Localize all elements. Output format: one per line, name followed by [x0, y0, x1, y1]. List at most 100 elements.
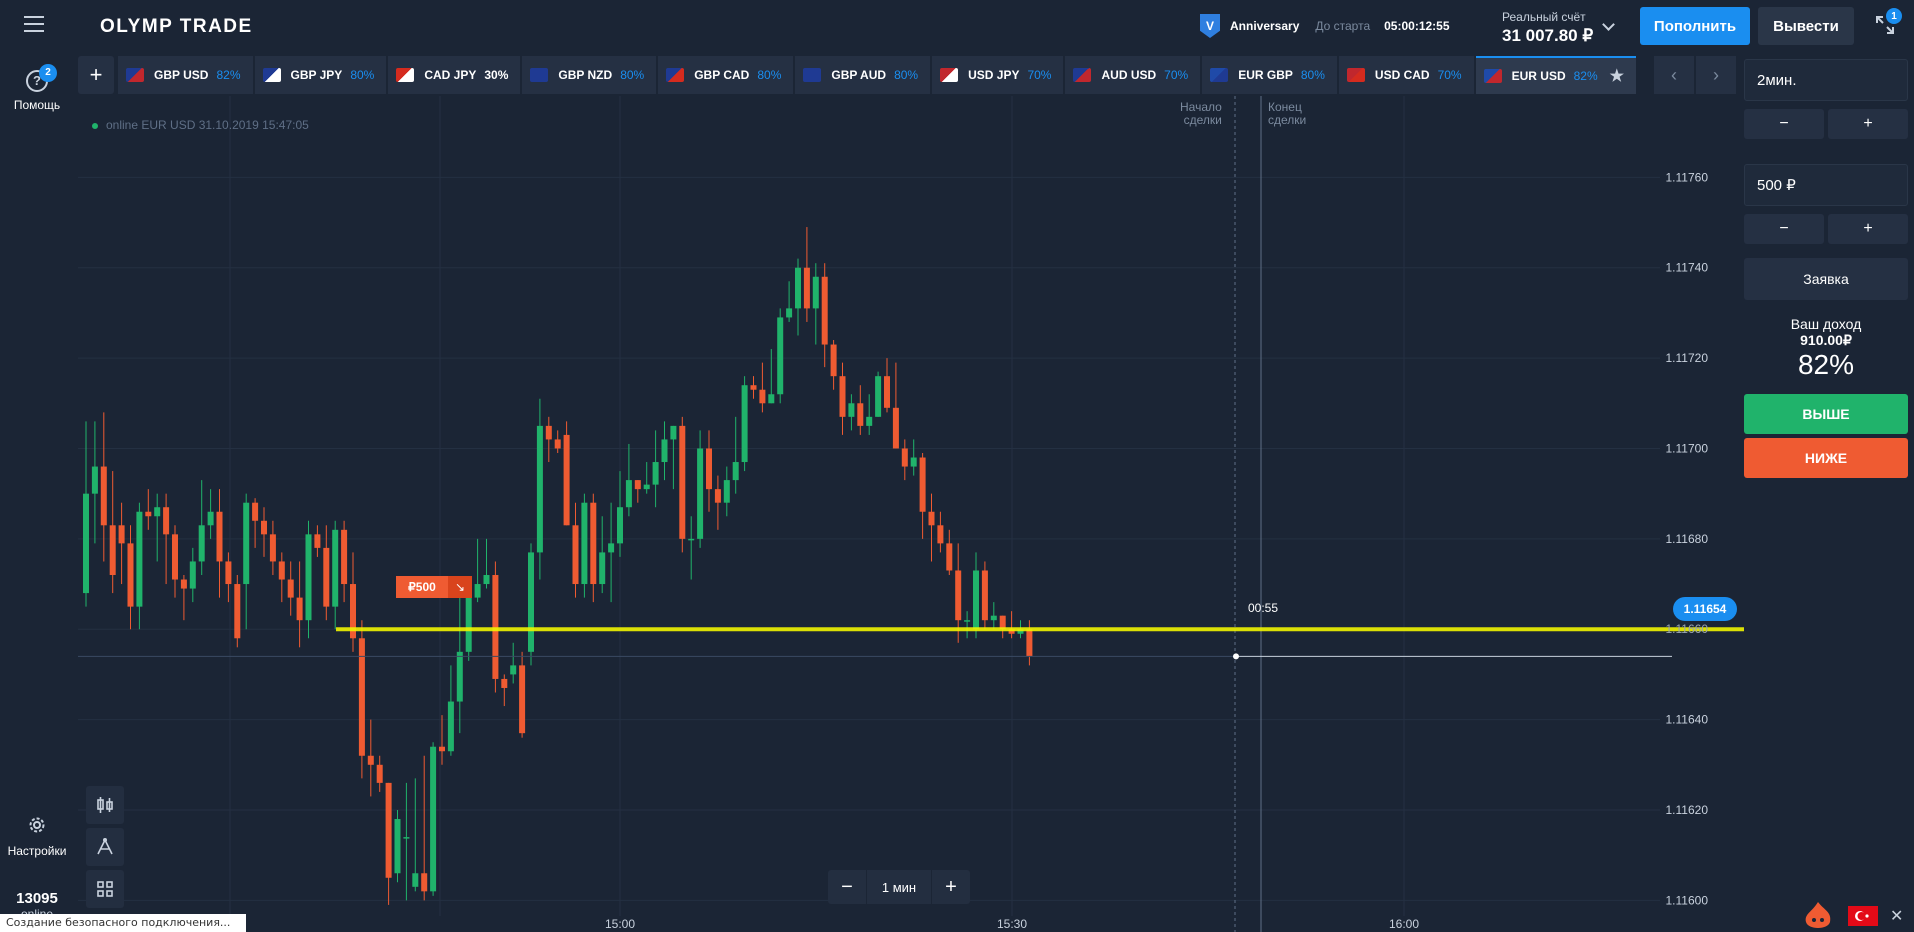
candle [421, 873, 428, 892]
pending-order-button[interactable]: Заявка [1744, 258, 1908, 300]
deal-end-line2: сделки [1268, 113, 1307, 127]
promo-until-label: До старта [1315, 19, 1371, 33]
expand-icon[interactable] [1874, 14, 1896, 36]
settings-button[interactable]: Настройки [2, 815, 72, 858]
currency-flag-icon [1346, 68, 1365, 82]
promo-timer: 05:00:12:55 [1384, 19, 1450, 33]
candle [697, 448, 704, 539]
candle [287, 579, 294, 598]
withdraw-button[interactable]: Вывести [1758, 7, 1854, 45]
candle [661, 439, 668, 463]
close-icon[interactable]: ✕ [1890, 908, 1904, 925]
candle [492, 575, 499, 679]
tab-gbp-usd[interactable]: GBP USD 82% [118, 56, 253, 94]
tab-cad-jpy[interactable]: CAD JPY 30% [388, 56, 521, 94]
currency-flag-icon [530, 68, 549, 82]
tab-gbp-cad[interactable]: GBP CAD 80% [658, 56, 794, 94]
candle [981, 570, 988, 621]
candle [109, 525, 116, 576]
income-label: Ваш доход [1790, 316, 1862, 332]
help-button[interactable]: ? 2 Помощь [8, 64, 66, 112]
indicators-grid-icon[interactable] [86, 870, 124, 908]
deal-end-label: Конец сделки [1268, 101, 1306, 127]
income-amount: 910.00₽ [1800, 332, 1852, 348]
menu-icon[interactable] [24, 16, 44, 32]
amount-plus-button[interactable]: + [1828, 214, 1908, 244]
account-balance: 31 007.80 ₽ [1502, 26, 1594, 45]
candle [278, 561, 285, 580]
tab-gbp-jpy[interactable]: GBP JPY 80% [254, 56, 387, 94]
currency-flag-icon [1073, 68, 1092, 82]
top-bar: OLYMP TRADE V Anniversary До старта 05:0… [0, 0, 1914, 52]
candle [118, 525, 125, 544]
duration-plus-button[interactable]: + [1828, 109, 1908, 139]
tab-usd-jpy[interactable]: USD JPY 70% [932, 56, 1064, 94]
candle [545, 425, 552, 440]
candle [634, 480, 641, 490]
higher-button[interactable]: ВЫШЕ [1744, 394, 1908, 434]
tabs-next-icon[interactable]: › [1696, 56, 1736, 94]
candles-icon[interactable] [86, 786, 124, 824]
candle [207, 511, 214, 526]
tab-eur-usd[interactable]: EUR USD 82% ★ [1475, 56, 1636, 94]
x-tick-label: 15:30 [997, 917, 1027, 931]
amount-minus-button[interactable]: − [1744, 214, 1824, 244]
promo-name: Anniversary [1230, 19, 1300, 33]
duration-field[interactable]: 2мин. [1744, 59, 1908, 101]
tab-payout: 82% [1573, 69, 1598, 83]
candle [243, 502, 250, 585]
tab-payout: 82% [216, 68, 241, 82]
browser-status-bar: Создание безопасного подключения... [0, 914, 246, 932]
tab-eur-gbp[interactable]: EUR GBP 80% [1202, 56, 1337, 94]
lower-button[interactable]: НИЖЕ [1744, 438, 1908, 478]
candle [323, 547, 330, 607]
price-chart[interactable]: 1.11760 1.11740 1.11720 1.11700 1.11680 1.116… [0, 96, 1744, 932]
current-price-tag: 1.11654 [1673, 597, 1737, 621]
candle [536, 425, 543, 553]
drawing-tools-icon[interactable] [86, 828, 124, 866]
candle [412, 873, 419, 887]
logo: OLYMP TRADE [100, 16, 253, 37]
candle [225, 561, 232, 585]
tab-pair: EUR USD [1511, 69, 1566, 83]
tab-gbp-aud[interactable]: GBP AUD 80% [795, 56, 931, 94]
y-tick-label: 1.11720 [1666, 351, 1709, 365]
candle [269, 534, 276, 562]
candle [723, 480, 730, 503]
promo[interactable]: V Anniversary До старта 05:00:12:55 [1200, 12, 1450, 40]
favorite-star-icon[interactable]: ★ [1609, 68, 1624, 85]
order-amount: ₽500 [396, 576, 448, 598]
candle [768, 394, 775, 404]
current-price-dot [1233, 653, 1239, 660]
deposit-button[interactable]: Пополнить [1640, 7, 1750, 45]
promo-badge-icon: V [1200, 14, 1220, 38]
currency-flag-icon [262, 68, 281, 82]
tab-usd-cad[interactable]: USD CAD 70% [1338, 56, 1474, 94]
candle [848, 403, 855, 417]
x-tick-label: 16:00 [1389, 917, 1419, 931]
tab-gbp-nzd[interactable]: GBP NZD 80% [522, 56, 657, 94]
account-selector[interactable]: Реальный счёт 31 007.80 ₽ [1502, 10, 1593, 46]
tab-payout: 80% [620, 68, 645, 82]
candle [937, 525, 944, 544]
timeframe-plus-button[interactable]: + [945, 875, 957, 898]
candle [91, 466, 98, 494]
timeframe-minus-button[interactable]: − [841, 875, 853, 898]
timeframe-value[interactable]: 1 мин [866, 870, 932, 904]
income-block: Ваш доход 910.00₽ 82% [1744, 316, 1908, 381]
language-widget[interactable]: ✕ [1800, 900, 1910, 932]
online-count: 13095 [16, 890, 58, 907]
candle [100, 466, 107, 526]
gear-icon [29, 817, 45, 833]
candle [946, 543, 953, 571]
amount-field[interactable]: 500 ₽ [1744, 164, 1908, 206]
chevron-down-icon[interactable] [1602, 18, 1615, 31]
deal-start-label: Начало сделки [1180, 101, 1222, 127]
candle [447, 701, 454, 752]
tabs-prev-icon[interactable]: ‹ [1654, 56, 1694, 94]
tab-aud-usd[interactable]: AUD USD 70% [1065, 56, 1201, 94]
duration-minus-button[interactable]: − [1744, 109, 1824, 139]
open-order-marker[interactable]: ₽500 ↘ [396, 576, 474, 598]
candle [714, 489, 721, 503]
add-tab-button[interactable]: + [78, 56, 114, 94]
